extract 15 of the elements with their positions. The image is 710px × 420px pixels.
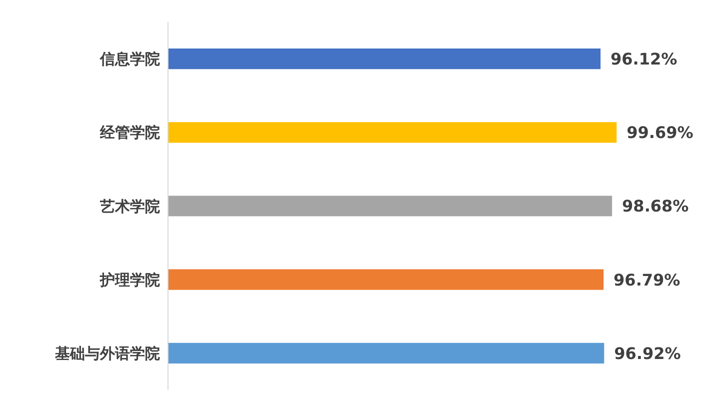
bar <box>168 269 604 290</box>
data-label: 98.68% <box>622 196 689 216</box>
data-label: 99.69% <box>626 123 694 142</box>
data-label: 96.92% <box>614 344 681 363</box>
bar <box>168 196 612 216</box>
y-tick-label: 基础与外语学院 <box>54 344 160 363</box>
data-label: 96.12% <box>610 49 678 68</box>
y-tick-label: 艺术学院 <box>99 197 160 216</box>
y-tick-label: 护理学院 <box>99 270 160 289</box>
bar <box>168 122 617 143</box>
y-tick-label: 经管学院 <box>99 124 160 142</box>
bar <box>168 342 604 364</box>
data-label: 96.79% <box>614 270 680 290</box>
bar <box>168 48 601 70</box>
y-tick-label: 信息学院 <box>99 50 160 68</box>
